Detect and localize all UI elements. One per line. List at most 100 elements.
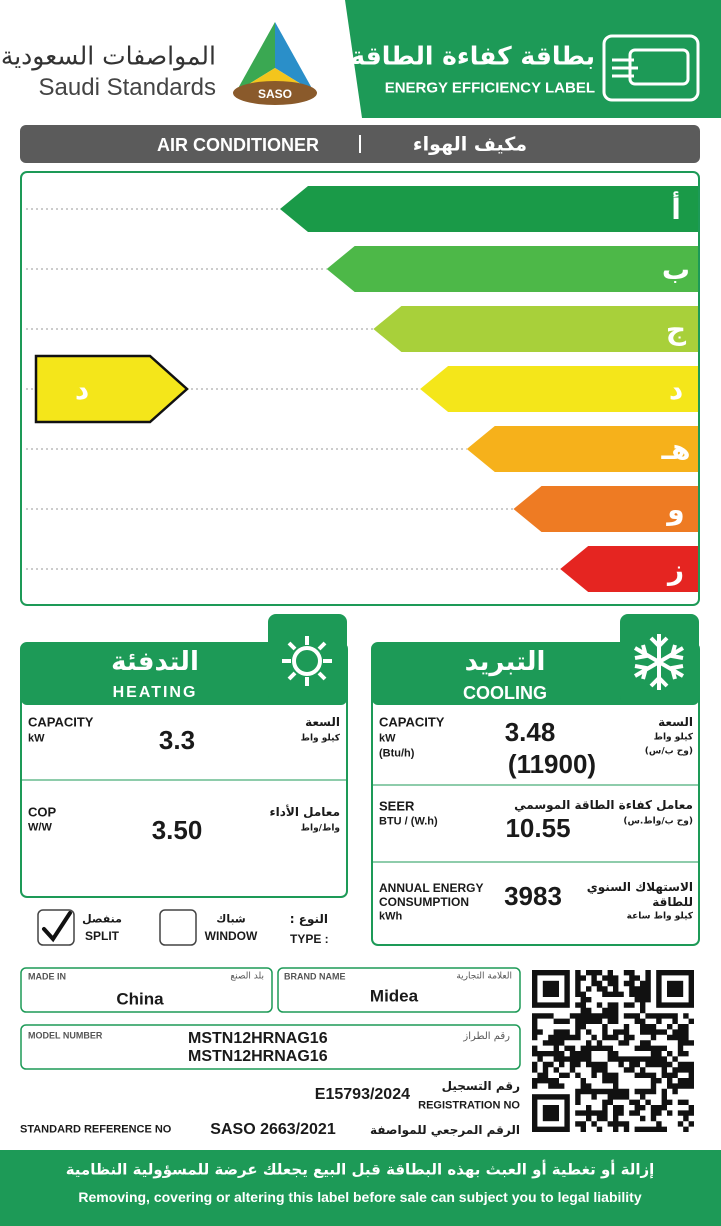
footer-ar: إزالة أو تغطية أو العبث بهذه البطاقة قبل… — [65, 1160, 655, 1179]
checkbox — [159, 909, 197, 946]
qr-finder — [532, 1094, 570, 1133]
value: 3983 — [504, 881, 562, 911]
checks — [42, 911, 72, 943]
unit-ar: (وح ب/واط.س) — [623, 816, 693, 827]
heating-title-en: HEATING — [112, 684, 198, 701]
rating-class: ز — [666, 553, 684, 586]
field-label: MODEL NUMBER — [28, 1030, 103, 1041]
cooling-title-ar: التبريد — [464, 647, 546, 677]
sun-icon — [282, 636, 332, 686]
brand-box — [277, 967, 521, 1013]
label-ar: للطاقة — [652, 895, 693, 909]
unit-ar: كيلو واط ساعة — [626, 911, 693, 922]
type-label-en: TYPE : — [290, 932, 329, 946]
title-ar: بطاقة كفاءة الطاقة — [350, 41, 595, 71]
unit: kWh — [379, 910, 403, 923]
rating-arrow — [280, 186, 698, 232]
label: CAPACITY — [379, 714, 445, 730]
logo-ar: المواصفات السعودية — [0, 41, 216, 71]
rating-class: ب — [662, 253, 690, 286]
logo-part — [275, 22, 314, 92]
rating-class: أ — [671, 191, 681, 226]
field-label: BRAND NAME — [284, 971, 346, 982]
standard-label-en: STANDARD REFERENCE NO — [20, 1123, 172, 1136]
product-ar: مكيف الهواء — [412, 133, 528, 156]
logo-en: Saudi Standards — [38, 74, 216, 101]
unit-ar: كيلو واط — [300, 733, 340, 744]
rating-indicator-label: د — [75, 373, 89, 406]
logo-badge — [233, 81, 317, 105]
unit: (Btu/h) — [379, 747, 415, 760]
type-option-en: WINDOW — [204, 929, 258, 943]
label-ar: السعة — [305, 715, 340, 729]
standard-label-ar: الرقم المرجعي للمواصفة — [370, 1123, 520, 1137]
rating-arrow — [420, 366, 698, 412]
field-label-ar: العلامة التجارية — [456, 971, 512, 982]
qr-finder — [532, 970, 570, 1008]
cooling-title-en: COOLING — [463, 683, 547, 703]
ac-icon-frame — [602, 34, 700, 102]
rating-class: ج — [666, 313, 687, 347]
registration-value: E15793/2024 — [314, 1086, 410, 1103]
label: COP — [28, 804, 57, 820]
snow-icon — [633, 634, 685, 690]
label-ar: معامل الأداء — [269, 805, 340, 819]
logo-part — [236, 22, 275, 92]
product-en: AIR CONDITIONER — [157, 135, 319, 155]
qr-modules — [532, 970, 694, 1132]
unit-ar: واط/واط — [300, 823, 340, 834]
field-value: Midea — [369, 986, 419, 1006]
label-ar: السعة — [658, 715, 693, 729]
standard-value: SASO 2663/2021 — [210, 1121, 336, 1138]
rating-class: و — [665, 493, 684, 526]
type-label-ar: النوع : — [289, 912, 328, 926]
qr-finder-center — [667, 980, 684, 997]
label: ANNUAL ENERGY — [379, 881, 484, 895]
unit: W/W — [28, 821, 52, 834]
rating-arrow — [326, 246, 698, 292]
label-ar: معامل كفاءة الطاقة الموسمي — [514, 798, 693, 812]
footer-band — [0, 1150, 721, 1226]
unit-ar: كيلو واط — [653, 732, 693, 743]
value: 3.48 — [504, 717, 556, 747]
rating-arrow — [513, 486, 698, 532]
rating-class: د — [669, 373, 683, 406]
rating-indicator — [34, 354, 189, 424]
label: CAPACITY — [28, 714, 94, 730]
value: (11900) — [507, 749, 597, 779]
registration-label-en: REGISTRATION NO — [418, 1099, 520, 1112]
registration-label-ar: رقم التسجيل — [441, 1079, 520, 1093]
unit: kW — [379, 732, 396, 745]
field-value: MSTN12HRNAG16 — [188, 1048, 328, 1065]
rating-class: هـ — [661, 433, 691, 466]
value: 10.55 — [505, 813, 571, 843]
qr-finder-center — [542, 980, 559, 997]
qr-code — [532, 970, 695, 1133]
qr-finder — [656, 970, 695, 1008]
label-ar: الاستهلاك السنوي — [586, 880, 693, 894]
rating-arrow — [466, 426, 698, 472]
title-en: ENERGY EFFICIENCY LABEL — [384, 79, 595, 97]
unit: kW — [28, 732, 45, 745]
label: SEER — [379, 798, 415, 814]
made-in-box — [20, 967, 273, 1013]
field-label: MADE IN — [28, 971, 66, 982]
cooling-header — [372, 643, 699, 705]
header-band — [345, 0, 721, 118]
field-value: China — [116, 989, 164, 1009]
field-value: MSTN12HRNAG16 — [188, 1030, 328, 1047]
rating-arrow — [373, 306, 698, 352]
ac-icon-lines — [612, 58, 638, 78]
type-option-ar: شباك — [216, 912, 246, 926]
logo-badge: SASO — [257, 87, 293, 101]
label: CONSUMPTION — [379, 895, 469, 909]
qr-finder-center — [542, 1105, 559, 1122]
rating-arrow — [560, 546, 698, 592]
type-option-ar: منفصل — [82, 912, 122, 926]
type-option-en: SPLIT — [84, 929, 120, 943]
heating-header — [21, 643, 347, 705]
heating-title-ar: التدفئة — [111, 647, 199, 677]
